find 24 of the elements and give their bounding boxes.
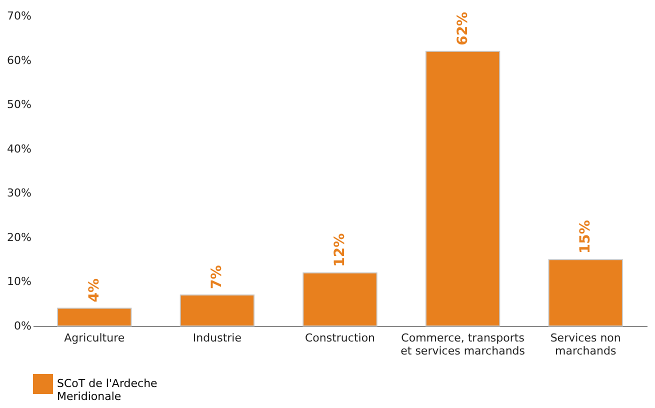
legend-label: SCoT de l'Ardeche Meridionale [57, 377, 158, 403]
y-tick-label: 20% [7, 230, 32, 244]
bar [302, 272, 378, 326]
bar [548, 259, 623, 326]
x-tick-label: Industrie [192, 332, 242, 344]
data-label: 4% [86, 278, 102, 302]
x-tick-label: Services non marchands [550, 332, 621, 358]
y-tick-label: 10% [7, 275, 32, 288]
data-label: 7% [209, 265, 226, 289]
y-tick-label: 0% [14, 320, 32, 332]
data-label: 12% [332, 233, 348, 267]
data-label: 15% [578, 220, 594, 254]
bar [180, 294, 255, 326]
data-label: 62% [454, 12, 471, 46]
bar [425, 50, 500, 326]
y-tick-label: 40% [7, 142, 32, 156]
y-tick-label: 70% [7, 10, 32, 22]
x-tick-label: Construction [304, 332, 376, 344]
y-tick-label: 30% [7, 186, 32, 200]
y-tick-label: 60% [7, 54, 32, 67]
x-tick-label: Agriculture [64, 332, 125, 344]
y-tick-label: 50% [7, 98, 32, 112]
bar [57, 308, 132, 326]
x-tick-label: Commerce, transports et services marchands [400, 332, 526, 358]
